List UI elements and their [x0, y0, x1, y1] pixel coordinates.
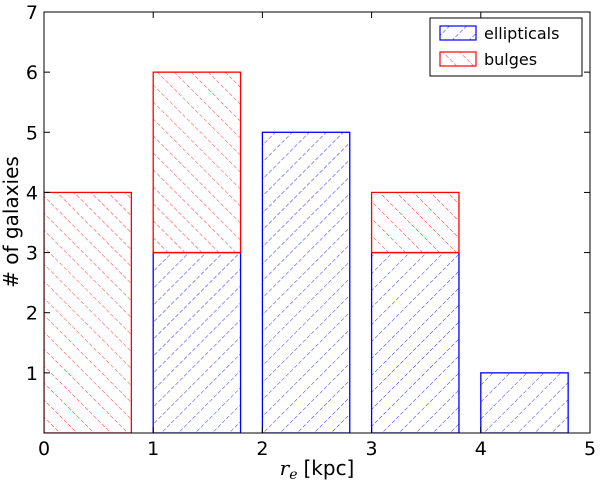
legend-swatch-ellipticals [439, 25, 477, 41]
ticks-group: 0 1 2 3 4 5 1 2 3 4 5 6 7 [26, 2, 596, 460]
bar-bulges-3 [370, 191, 460, 254]
x-tick-label: 1 [147, 438, 159, 460]
y-axis-label: # of galaxies [0, 156, 23, 288]
bar-ellipticals-2 [261, 131, 351, 433]
y-tick-label: 5 [26, 122, 38, 144]
y-tick-label: 4 [26, 182, 38, 204]
y-tick-label: 7 [26, 2, 38, 24]
y-tick-label: 6 [26, 62, 38, 84]
plot-frame [43, 11, 591, 434]
bar-ellipticals-3 [370, 251, 460, 433]
x-axis-label: re [kpc] [280, 456, 355, 483]
x-tick-label: 2 [256, 438, 268, 460]
legend-swatch-bulges [439, 51, 477, 67]
bar-ellipticals-4 [480, 372, 569, 433]
legend-label-bulges: bulges [484, 50, 537, 69]
bar-bulges-1 [152, 71, 242, 254]
x-tick-label: 0 [38, 438, 50, 460]
x-axis-symbol: r [280, 456, 291, 480]
legend: ellipticals bulges [429, 17, 583, 77]
bars-group [44, 71, 569, 433]
y-tick-label: 2 [26, 303, 38, 325]
x-tick-label: 4 [475, 438, 487, 460]
bar-ellipticals-1 [152, 251, 242, 433]
x-tick-label: 3 [366, 438, 378, 460]
x-tick-label: 5 [584, 438, 596, 460]
bar-bulges-0 [44, 191, 133, 433]
x-axis-subscript: e [289, 467, 297, 483]
legend-label-ellipticals: ellipticals [484, 24, 559, 43]
y-tick-label: 1 [26, 363, 38, 385]
y-tick-label: 3 [26, 243, 38, 265]
x-axis-unit: [kpc] [303, 456, 354, 480]
